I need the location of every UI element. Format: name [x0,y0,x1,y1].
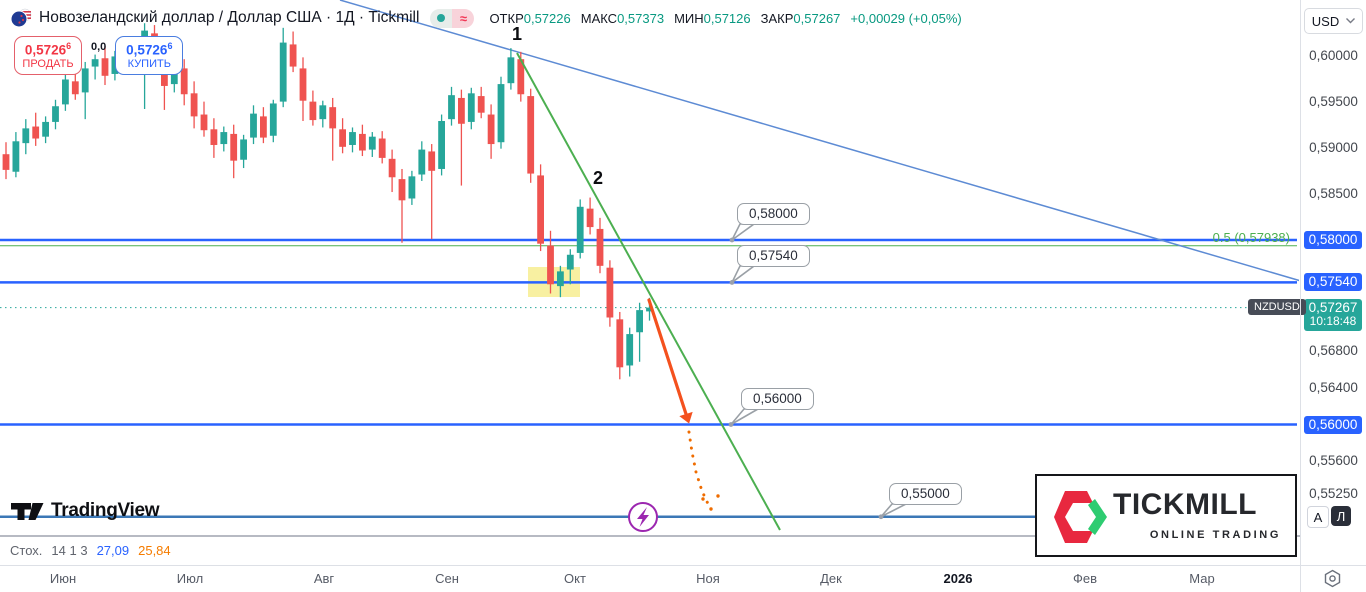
candles [2,23,653,380]
currency-selector[interactable]: USD [1304,8,1363,34]
price-level-callout-0,55000[interactable]: 0,55000 [889,483,962,505]
time-label-Сен: Сен [435,571,459,586]
price-axis-divider [1300,0,1301,592]
callout-anchor-dot[interactable] [728,422,734,427]
fib-level-label: 0.5 (0,57938) [1212,229,1290,245]
stochastic-indicator-row: Стох. 14 1 3 27,09 25,84 [10,543,171,558]
price-line-badge-0,56000: 0,56000 [1304,415,1362,434]
sell-button[interactable]: 0,57266 ПРОДАТЬ [14,36,82,75]
time-label-Авг: Авг [313,571,335,586]
callout-tail [730,408,762,426]
projection-arrowhead [679,411,693,424]
tradingview-glyph-icon [11,503,44,520]
tickmill-logo: TICKMILL ONLINE TRADING [1035,474,1297,557]
dotted-projection-arrow[interactable] [687,430,711,508]
price-tick-0,55600: 0,55600 [1309,453,1358,469]
projection-arrow[interactable] [647,298,688,416]
time-label-Мар: Мар [1189,571,1215,586]
tickmill-wordmark: TICKMILL [1113,488,1257,521]
tickmill-tagline: ONLINE TRADING [1149,529,1281,541]
buy-label: КУПИТЬ [127,57,171,70]
trendline-descending-resistance[interactable] [339,0,1366,300]
stoch-k-value: 27,09 [96,543,130,558]
buy-button[interactable]: 0,57266 КУПИТЬ [115,36,184,75]
pane-divider[interactable] [0,535,1300,537]
price-tick-0,59500: 0,59500 [1309,93,1358,109]
wave-label-1[interactable]: 1 [512,24,523,44]
indicator-params: 14 1 3 [51,543,88,558]
time-axis-divider [0,565,1366,566]
current-price-value: 0,57267 [1308,299,1358,315]
high-label: МАКС [580,10,618,26]
pair-flag-icon [10,8,32,28]
tickmill-mark-icon [1054,491,1107,543]
approx-data-icon: ≈ [452,8,475,28]
price-axis[interactable]: 0,60000 0,59500 0,59000 0,58500 0,56800 0,564… [1301,0,1366,565]
price-line-badge-0,58000: 0,58000 [1304,231,1362,249]
price-level-callout-0,57540[interactable]: 0,57540 [737,245,810,267]
time-label-Июл: Июл [176,571,204,586]
low-value: 0,57126 [703,10,751,26]
stoch-d-value: 25,84 [138,543,171,558]
price-tick-0,56400: 0,56400 [1309,379,1358,395]
market-status-pill[interactable]: ≈ [430,8,475,28]
change-value: +0,00029 (+0,05%) [850,10,962,26]
callout-anchor-dot[interactable] [878,514,884,520]
close-label: ЗАКР [760,10,794,26]
close-value: 0,57267 [793,10,841,26]
callout-tail [880,503,907,518]
tradingview-logo[interactable]: TradingView [10,500,160,522]
current-price-badge: 0,57267 10:18:48 [1304,298,1362,331]
time-axis[interactable]: Июн Июл Авг Сен Окт Ноя Дек 2026 Фев Мар [0,566,1366,592]
time-label-Июн: Июн [49,571,77,586]
lightning-bolt-icon [637,507,649,527]
chevron-down-icon [1346,18,1356,24]
symbol-legend: Новозеландский доллар / Доллар США · 1Д … [10,8,962,28]
symbol-title[interactable]: Новозеландский доллар / Доллар США · 1Д … [39,9,420,26]
auto-scale-button[interactable]: А [1307,506,1329,528]
market-open-dot-icon [430,8,453,28]
ohlc-readout: ОТКР0,57226 МАКС0,57373 МИН0,57126 ЗАКР0… [489,11,961,26]
price-level-callout-0,56000[interactable]: 0,56000 [741,388,814,410]
sell-label: ПРОДАТЬ [22,57,74,70]
price-tick-0,55250: 0,55250 [1309,485,1358,501]
low-label: МИН [674,10,704,26]
price-tick-0,60000: 0,60000 [1309,47,1358,63]
trade-panel: 0,57266 ПРОДАТЬ 0,0 0,57266 КУПИТЬ [14,36,184,75]
callout-tail [731,223,757,241]
callout-anchor-dot[interactable] [729,237,735,243]
price-tick-0,59000: 0,59000 [1309,139,1358,155]
price-level-callout-0,58000[interactable]: 0,58000 [737,203,810,225]
time-label-Ноя: Ноя [696,571,720,586]
time-label-Окт: Окт [564,571,586,586]
symbol-price-tag: NZDUSD [1248,298,1306,315]
high-value: 0,57373 [617,10,665,26]
time-label-Дек: Дек [820,571,842,586]
trendline-impulse-line[interactable] [516,52,781,531]
spread-value: 0,0 [91,41,107,53]
price-tick-0,58500: 0,58500 [1309,185,1358,201]
open-label: ОТКР [489,10,524,26]
indicator-name[interactable]: Стох. [10,543,43,558]
price-line-badge-0,57540: 0,57540 [1304,273,1362,292]
price-tick-0,56800: 0,56800 [1309,342,1358,358]
log-scale-button[interactable]: Л [1331,506,1351,526]
time-label-2026: 2026 [943,571,973,586]
bar-countdown: 10:18:48 [1309,314,1357,329]
callout-tail [731,265,757,284]
wave-label-2[interactable]: 2 [593,168,604,188]
time-label-Фев: Фев [1072,571,1098,586]
callout-anchor-dot[interactable] [729,280,735,285]
open-value: 0,57226 [523,10,571,26]
axis-settings-gear-icon[interactable] [1322,568,1343,592]
